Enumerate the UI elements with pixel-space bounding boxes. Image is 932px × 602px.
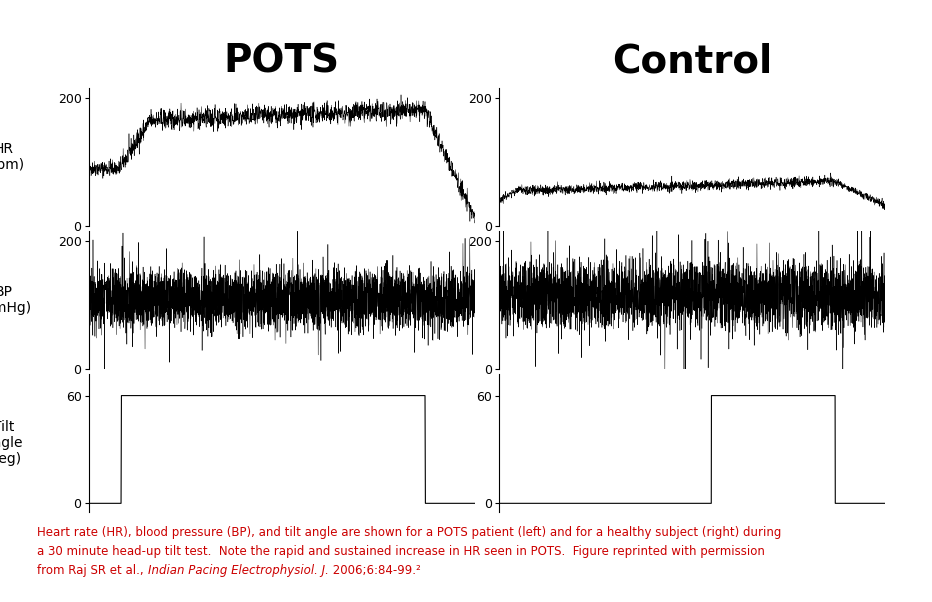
Y-axis label: Tilt
Angle
(deg): Tilt Angle (deg) bbox=[0, 420, 23, 467]
Text: POTS: POTS bbox=[224, 42, 340, 81]
Text: 2006;6:84-99.²: 2006;6:84-99.² bbox=[328, 564, 420, 577]
Text: FIGURE 1: FIGURE 1 bbox=[11, 10, 104, 28]
Text: Indian Pacing Electrophysiol. J.: Indian Pacing Electrophysiol. J. bbox=[147, 564, 328, 577]
Text: Heart rate (HR), blood pressure (BP), and tilt angle are shown for a POTS patien: Heart rate (HR), blood pressure (BP), an… bbox=[37, 526, 782, 539]
Text: Control: Control bbox=[612, 42, 772, 81]
Text: from Raj SR et al.,: from Raj SR et al., bbox=[37, 564, 147, 577]
Y-axis label: HR
(bpm): HR (bpm) bbox=[0, 142, 24, 172]
Text: a 30 minute head-up tilt test.  Note the rapid and sustained increase in HR seen: a 30 minute head-up tilt test. Note the … bbox=[37, 545, 765, 558]
Y-axis label: BP
(mmHg): BP (mmHg) bbox=[0, 285, 32, 315]
